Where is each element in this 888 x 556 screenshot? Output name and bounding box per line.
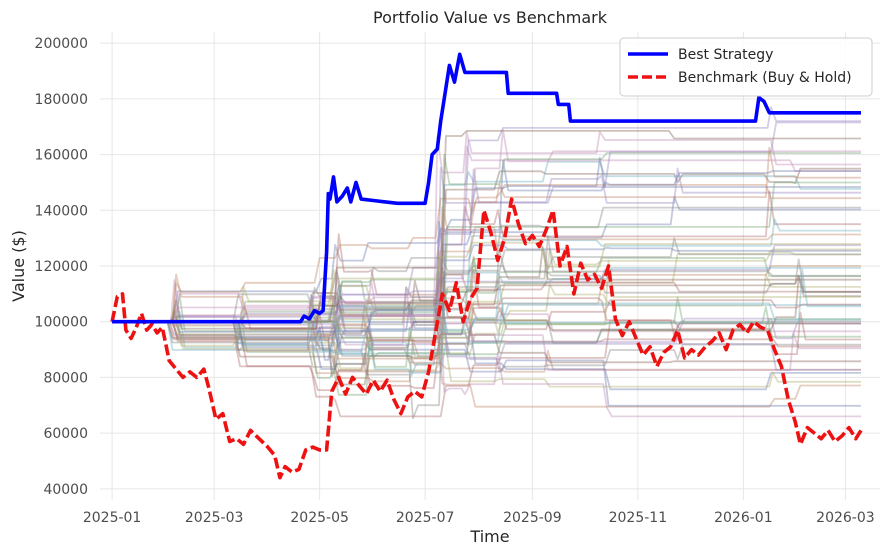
strategy-line [112, 146, 861, 360]
x-tick-label: 2026-03 [816, 510, 875, 526]
strategy-line [112, 184, 861, 323]
strategy-line [112, 269, 861, 334]
series-line-best-strategy [112, 52, 861, 324]
strategy-line [112, 244, 861, 336]
strategy-line [112, 317, 861, 351]
legend-label-benchmark: Benchmark (Buy & Hold) [678, 70, 852, 86]
strategy-line [112, 249, 861, 323]
x-tick-label: 2025-01 [83, 510, 142, 526]
main-series [110, 52, 863, 480]
y-tick-label: 40000 [43, 482, 88, 498]
strategy-line [112, 152, 861, 323]
series-line-benchmark [110, 197, 863, 480]
strategy-line [112, 296, 861, 396]
strategy-line [112, 156, 861, 361]
x-tick-label: 2026-01 [714, 510, 773, 526]
strategy-line [112, 274, 861, 330]
x-tick-label: 2025-03 [185, 510, 244, 526]
strategy-line [112, 159, 861, 348]
strategy-line [112, 145, 861, 323]
strategy-line [112, 218, 861, 323]
strategy-line [112, 160, 861, 355]
strategy-line [112, 167, 861, 323]
strategy-line [112, 248, 861, 327]
ticks: 40000 60000 80000 100000 120000 140000 160000 1… [35, 36, 875, 526]
strategy-line [112, 256, 861, 332]
strategy-line [112, 195, 861, 323]
legend: Best Strategy Benchmark (Buy & Hold) [619, 37, 873, 97]
legend-box [619, 37, 873, 97]
strategy-line [112, 293, 861, 391]
strategy-line [112, 295, 861, 418]
legend-label-best-strategy: Best Strategy [678, 47, 773, 63]
grid [100, 32, 880, 500]
strategy-line [112, 121, 861, 330]
y-tick-label: 200000 [35, 36, 88, 52]
strategy-lines [112, 106, 861, 420]
y-tick-label: 80000 [43, 370, 88, 386]
strategy-line [112, 241, 861, 347]
strategy-line [112, 181, 861, 359]
strategy-line [112, 286, 861, 373]
strategy-line [112, 220, 861, 333]
strategy-line [112, 276, 861, 378]
strategy-line [112, 307, 861, 388]
chart-title: Portfolio Value vs Benchmark [373, 8, 608, 27]
strategy-line [112, 273, 861, 344]
strategy-line [112, 319, 861, 368]
strategy-line [112, 106, 861, 347]
strategy-line [112, 130, 861, 346]
x-tick-label: 2025-05 [290, 510, 349, 526]
x-tick-label: 2025-07 [396, 510, 455, 526]
y-tick-label: 180000 [35, 92, 88, 108]
y-tick-label: 120000 [35, 259, 88, 275]
strategy-line [112, 302, 861, 374]
strategy-line [112, 302, 861, 377]
strategy-line [112, 319, 861, 418]
strategy-line [112, 320, 861, 373]
strategy-line [112, 320, 861, 407]
strategy-line [112, 190, 861, 373]
strategy-line [112, 268, 861, 353]
strategy-line [112, 206, 861, 420]
strategy-line [112, 226, 861, 342]
x-tick-label: 2025-09 [503, 510, 562, 526]
y-axis-title: Value ($) [9, 230, 28, 302]
x-tick-label: 2025-11 [609, 510, 668, 526]
y-tick-label: 100000 [35, 315, 88, 331]
y-tick-label: 140000 [35, 203, 88, 219]
strategy-line [112, 320, 861, 408]
y-tick-label: 160000 [35, 148, 88, 164]
strategy-line [112, 292, 861, 355]
y-tick-label: 60000 [43, 426, 88, 442]
strategy-line [112, 247, 861, 370]
strategy-line [112, 237, 861, 323]
strategy-line [112, 167, 861, 323]
strategy-line [112, 235, 861, 366]
strategy-line [112, 246, 861, 386]
strategy-line [112, 128, 861, 323]
x-axis-title: Time [469, 527, 509, 546]
